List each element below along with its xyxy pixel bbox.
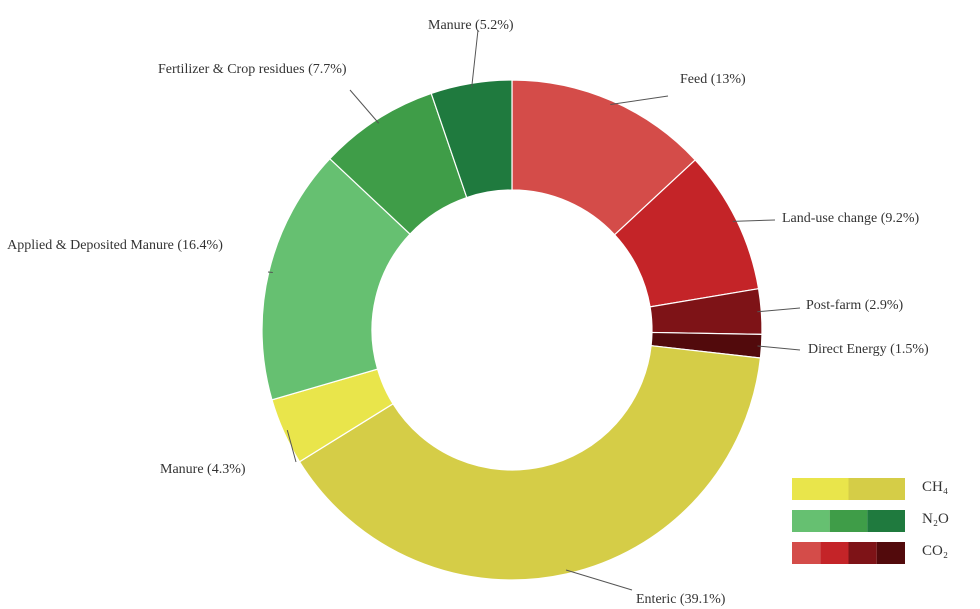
data-label: Fertilizer & Crop residues (7.7%) bbox=[158, 62, 347, 77]
legend-label: N₂O bbox=[922, 511, 949, 527]
donut-segment bbox=[261, 157, 411, 401]
donut-segment bbox=[298, 345, 762, 581]
legend-label: CO₂ bbox=[922, 543, 949, 559]
data-label: Post-farm (2.9%) bbox=[806, 298, 904, 313]
legend-swatch bbox=[820, 542, 849, 564]
legend-swatch bbox=[792, 542, 821, 564]
data-label: Manure (4.3%) bbox=[160, 462, 246, 477]
legend-swatch bbox=[876, 542, 905, 564]
data-label: Land-use change (9.2%) bbox=[782, 211, 920, 226]
leader-line bbox=[757, 345, 801, 351]
leader-line bbox=[349, 89, 380, 124]
donut-segment bbox=[430, 79, 513, 199]
data-label: Manure (5.2%) bbox=[428, 18, 514, 33]
legend-swatch bbox=[829, 510, 868, 532]
leader-line bbox=[267, 271, 273, 274]
legend-swatch bbox=[848, 542, 877, 564]
legend-swatch bbox=[792, 510, 830, 532]
leader-line bbox=[757, 307, 801, 313]
legend-swatch bbox=[792, 478, 849, 500]
data-label: Feed (13%) bbox=[680, 72, 746, 87]
leader-line bbox=[610, 95, 669, 106]
leader-line bbox=[471, 29, 479, 88]
legend-label: CH₄ bbox=[922, 479, 949, 495]
leader-line bbox=[286, 429, 297, 463]
leader-line bbox=[732, 219, 776, 222]
data-label: Applied & Deposited Manure (16.4%) bbox=[7, 238, 223, 253]
data-label: Enteric (39.1%) bbox=[636, 592, 726, 607]
data-label: Direct Energy (1.5%) bbox=[808, 342, 929, 357]
leader-line bbox=[565, 569, 633, 591]
legend-swatch bbox=[848, 478, 905, 500]
legend-swatch bbox=[867, 510, 905, 532]
